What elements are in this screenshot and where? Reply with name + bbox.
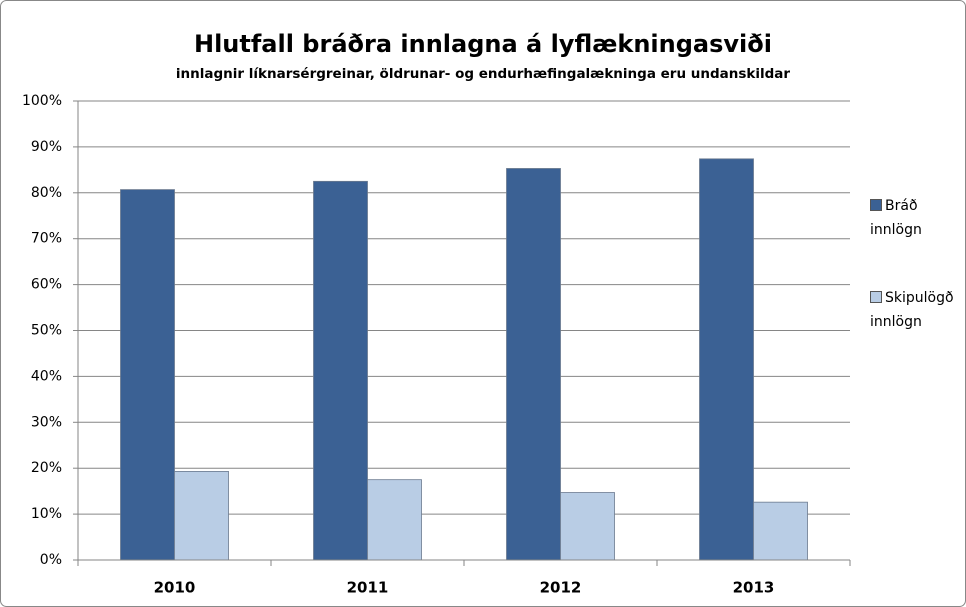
legend-item: Bráð innlögn: [870, 194, 954, 242]
legend-swatch: [870, 291, 882, 303]
bar: [560, 492, 615, 561]
y-tick-label: 90%: [31, 139, 62, 155]
x-tick-label: 2013: [733, 579, 775, 597]
bar: [313, 180, 368, 561]
y-tick-label: 100%: [22, 93, 62, 109]
y-tick-label: 70%: [31, 231, 62, 247]
legend-label: Bráð innlögn: [870, 198, 922, 238]
bar: [367, 479, 422, 561]
x-tick-label: 2012: [540, 579, 582, 597]
y-tick-label: 0%: [40, 552, 62, 568]
y-tick-label: 40%: [31, 368, 62, 384]
y-tick-label: 20%: [31, 460, 62, 476]
y-tick-label: 50%: [31, 323, 62, 339]
y-tick-label: 60%: [31, 277, 62, 293]
x-tick-label: 2011: [347, 579, 389, 597]
y-tick-label: 30%: [31, 414, 62, 430]
y-tick-label: 80%: [31, 185, 62, 201]
y-tick-label: 10%: [31, 506, 62, 522]
bar: [506, 168, 561, 561]
legend-label: Skipulögð innlögn: [870, 290, 954, 330]
bar: [753, 501, 808, 561]
bar: [699, 158, 754, 561]
legend-item: Skipulögð innlögn: [870, 286, 954, 334]
bar: [174, 471, 229, 561]
bar: [120, 189, 175, 561]
x-tick-label: 2010: [154, 579, 196, 597]
chart-subtitle: innlagnir líknarsérgreinar, öldrunar- og…: [176, 66, 790, 82]
chart-title: Hlutfall bráðra innlagna á lyflækningasv…: [194, 30, 772, 58]
legend-swatch: [870, 199, 882, 211]
